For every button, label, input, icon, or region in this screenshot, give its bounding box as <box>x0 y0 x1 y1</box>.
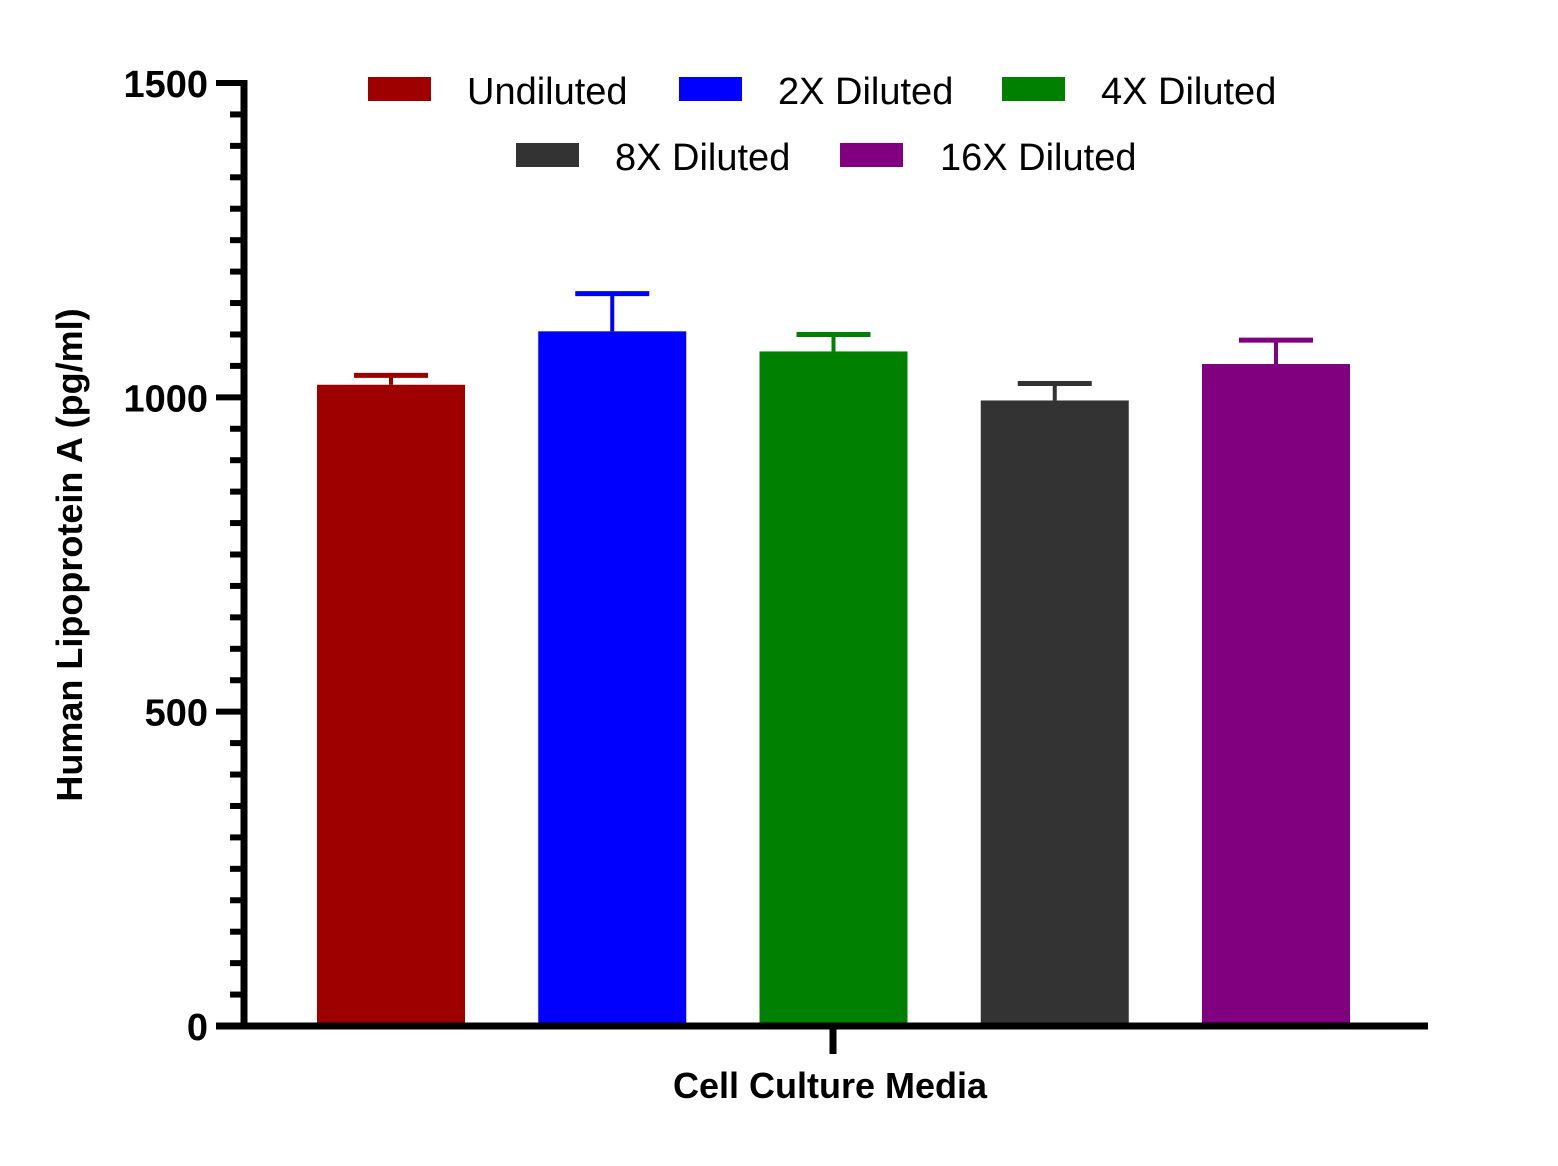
bars-group <box>317 331 1350 1026</box>
legend-label: 4X Diluted <box>1101 71 1276 113</box>
bar-undiluted <box>317 384 465 1026</box>
y-axis: 0 500 1000 1500 <box>123 64 248 1049</box>
legend-label: Undiluted <box>467 71 628 113</box>
error-bars-group <box>354 291 1313 401</box>
legend-label: 2X Diluted <box>778 71 953 113</box>
y-tick-label: 500 <box>145 693 208 735</box>
legend-swatch <box>840 143 903 167</box>
legend-label: 8X Diluted <box>615 137 790 179</box>
legend-swatch <box>516 143 579 167</box>
y-tick-label: 0 <box>187 1007 208 1049</box>
legend-swatch <box>1002 77 1065 101</box>
x-axis-title: Cell Culture Media <box>673 1065 988 1106</box>
bar-4x-diluted <box>759 351 908 1026</box>
legend-swatch <box>368 77 431 101</box>
x-axis <box>216 1022 1428 1054</box>
bar-2x-diluted <box>538 331 687 1026</box>
legend: Undiluted 2X Diluted 4X Diluted 8X Diluted 1… <box>368 71 1276 179</box>
y-tick-label: 1500 <box>123 64 208 106</box>
bar-16x-diluted <box>1202 364 1350 1026</box>
legend-swatch <box>679 77 742 101</box>
legend-label: 16X Diluted <box>940 137 1136 179</box>
y-axis-title: Human Lipoprotein A (pg/ml) <box>49 308 90 801</box>
y-tick-label: 1000 <box>123 378 208 420</box>
bar-8x-diluted <box>980 400 1129 1026</box>
